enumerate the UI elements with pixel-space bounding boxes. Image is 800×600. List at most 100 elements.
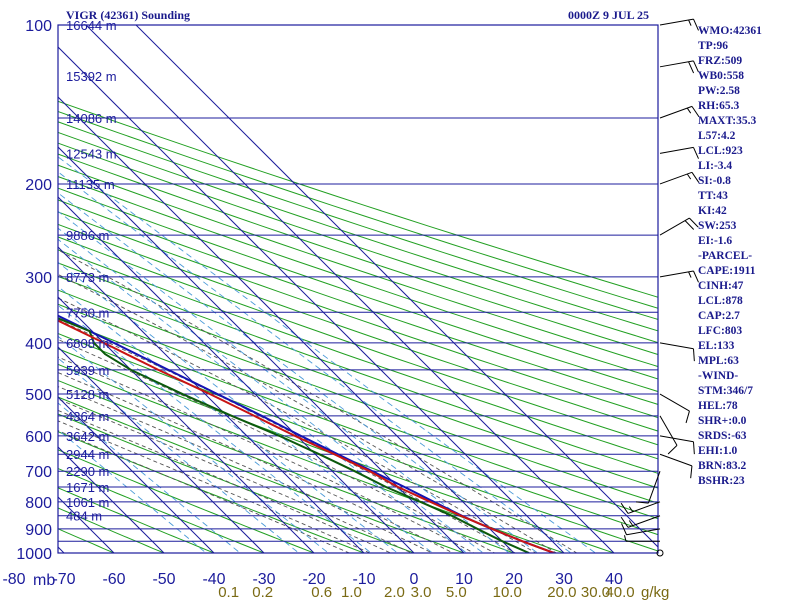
index-item: EHI:1.0: [698, 445, 738, 457]
wind-barb: [659, 415, 678, 455]
isotherm: [58, 46, 565, 553]
mixing-ratio-label: 2.0: [384, 584, 405, 600]
index-item: MPL:63: [698, 355, 739, 367]
isotherm: [0, 25, 14, 553]
mixing-ratio-label: 0.2: [252, 584, 273, 600]
wind-barb: [636, 471, 661, 504]
dry-adiabat: [58, 379, 516, 553]
wind-barbs: [620, 18, 700, 557]
index-item: TT:43: [698, 190, 728, 202]
wind-barb: [624, 535, 660, 542]
wind-barb: [659, 453, 693, 479]
index-item: SRDS:-63: [698, 430, 747, 442]
mixing-ratio-label: 30.0: [581, 584, 610, 600]
dry-adiabat: [58, 467, 266, 553]
mixing-ratio-label: 3.0: [411, 584, 432, 600]
temperature-tick-label: -20: [302, 571, 325, 588]
moist-adiabat: [58, 249, 578, 553]
height-label: 15392 m: [66, 69, 117, 84]
pressure-tick-label: 600: [25, 429, 52, 446]
temperature-tick-label: 20: [505, 571, 523, 588]
height-label: 9886 m: [66, 228, 109, 243]
temperature-tick-label: -30: [252, 571, 275, 588]
index-item: -WIND-: [698, 370, 739, 382]
height-label: 2290 m: [66, 464, 109, 479]
dry-adiabat: [58, 211, 658, 419]
dry-adiabat: [58, 396, 466, 553]
plot-frame: [57, 24, 659, 554]
temperature-tick-label: -70: [52, 571, 75, 588]
mixing-ratio-label: 40.0: [605, 584, 634, 600]
temperature-trace: [58, 319, 555, 553]
wind-barb: [620, 501, 661, 514]
index-item: PW:2.58: [698, 85, 740, 97]
mixing-ratio-label: 10.0: [493, 584, 522, 600]
index-item: LCL:878: [698, 295, 743, 307]
index-item: LI:-3.4: [698, 160, 733, 172]
isotherm: [135, 25, 658, 548]
wind-barb: [659, 171, 700, 185]
moist-adiabat: [58, 430, 351, 553]
dry-adiabat: [58, 131, 658, 332]
height-label: 16644 m: [66, 18, 117, 33]
isotherm: [58, 146, 465, 553]
wind-barb: [659, 105, 700, 119]
pressure-tick-label: 700: [25, 464, 52, 481]
height-label: 7750 m: [66, 305, 109, 320]
pressure-tick-label: 100: [25, 18, 52, 35]
isotherm: [58, 96, 515, 553]
temperature-tick-label: 0: [410, 571, 419, 588]
dry-adiabat: [58, 303, 658, 520]
temperature-tick-label: 30: [555, 571, 573, 588]
dry-adiabat: [58, 262, 658, 474]
isotherm: [58, 346, 265, 553]
isotherm: [58, 396, 215, 553]
temperature-tick-label: -50: [152, 571, 175, 588]
dry-adiabat: [58, 332, 658, 552]
index-item: SW:253: [698, 220, 737, 232]
dry-adiabat: [58, 236, 658, 446]
pressure-tick-label: 200: [25, 177, 52, 194]
dry-adiabat: [58, 487, 216, 553]
index-item: KI:42: [698, 205, 727, 217]
index-item: WMO:42361: [698, 25, 762, 37]
index-item: CAP:2.7: [698, 310, 740, 322]
index-item: STM:346/7: [698, 385, 753, 397]
temperature-tick-label: -60: [102, 571, 125, 588]
dry-adiabat: [58, 431, 366, 553]
moist-adiabat: [58, 409, 392, 553]
pressure-tick-label: 500: [25, 387, 52, 404]
y-axis-label: mb: [33, 572, 55, 589]
pressure-tick-label: 400: [25, 336, 52, 353]
wind-barb: [659, 393, 690, 424]
height-label: 11135 m: [66, 177, 115, 192]
dry-adiabat: [58, 249, 658, 460]
moist-adiabat: [58, 420, 372, 553]
height-label: 8773 m: [66, 270, 109, 285]
temperature-tick-label: 10: [455, 571, 473, 588]
pressure-tick-label: 1000: [16, 546, 52, 563]
index-item: BSHR:23: [698, 475, 745, 487]
isotherm: [58, 446, 165, 553]
index-item: FRZ:509: [698, 55, 743, 67]
chart-title: VIGR (42361) Sounding: [66, 8, 191, 22]
dry-adiabat: [58, 110, 658, 309]
dry-adiabat: [58, 318, 658, 536]
dry-adiabat: [58, 121, 658, 320]
plot-area: [0, 25, 658, 553]
index-item: HEL:78: [698, 400, 738, 412]
wind-barb: [659, 146, 699, 159]
isotherm: [58, 196, 415, 553]
mixing-ratio-label: 0.6: [311, 584, 332, 600]
mixing-ratio-label: 20.0: [547, 584, 576, 600]
temperature-tick-label: -10: [352, 571, 375, 588]
moist-adiabat: [58, 398, 413, 553]
dry-adiabat: [58, 153, 658, 356]
wind-barb: [659, 60, 699, 74]
dry-adiabat: [58, 176, 658, 380]
index-item: CINH:47: [698, 280, 744, 292]
wind-barb: [659, 435, 695, 455]
height-label: 484 m: [66, 509, 102, 524]
height-label: 4364 m: [66, 409, 109, 424]
